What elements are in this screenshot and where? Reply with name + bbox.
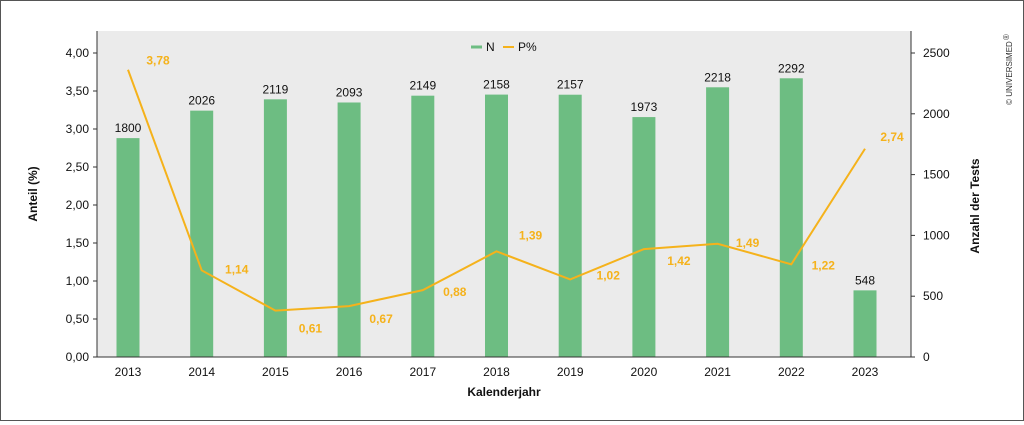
- x-tick-2020: 2020: [631, 365, 658, 379]
- bar-label-2021: 2218: [704, 70, 731, 84]
- line-label-2019: 1,02: [597, 268, 621, 282]
- left-tick-label: 0,00: [66, 350, 90, 364]
- bar-2018: [485, 95, 508, 357]
- bar-label-2017: 2149: [409, 79, 436, 93]
- x-tick-2015: 2015: [262, 365, 289, 379]
- legend-n-label: N: [486, 40, 495, 54]
- x-axis-ticks: 2013 2014 2015 2016 2017 2018 2019 2020 2021 2022…: [115, 365, 879, 379]
- bar-2014: [190, 111, 213, 357]
- x-tick-2014: 2014: [188, 365, 215, 379]
- bar-2013: [117, 138, 140, 357]
- left-tick-label: 1,50: [66, 236, 90, 250]
- bar-2023: [854, 290, 877, 357]
- line-label-2017: 0,88: [443, 285, 467, 299]
- left-tick-label: 2,50: [66, 160, 90, 174]
- left-tick-label: 3,50: [66, 84, 90, 98]
- bar-label-2023: 548: [855, 273, 875, 287]
- left-tick-label: 0,50: [66, 312, 90, 326]
- line-label-2018: 1,39: [519, 228, 543, 242]
- x-tick-2016: 2016: [336, 365, 363, 379]
- bar-2016: [338, 102, 361, 357]
- right-tick-label: 1000: [923, 228, 950, 242]
- left-tick-label: 2,00: [66, 198, 90, 212]
- bar-label-2016: 2093: [336, 85, 363, 99]
- x-tick-2019: 2019: [557, 365, 584, 379]
- line-label-2016: 0,67: [369, 312, 393, 326]
- left-tick-label: 1,00: [66, 274, 90, 288]
- x-tick-2018: 2018: [483, 365, 510, 379]
- bar-2021: [706, 87, 729, 357]
- bar-2015: [264, 99, 287, 357]
- x-tick-2017: 2017: [409, 365, 436, 379]
- x-axis-title: Kalenderjahr: [467, 385, 541, 399]
- line-label-2015: 0,61: [299, 322, 323, 336]
- left-axis-title: Anteil (%): [26, 166, 40, 221]
- left-tick-label: 4,00: [66, 46, 90, 60]
- bar-label-2014: 2026: [188, 94, 215, 108]
- copyright-text: © UNIVERSIMED: [1005, 41, 1014, 105]
- left-axis-ticks: 0,00 0,50 1,00 1,50 2,00 2,50 3,00 3,50 4,00: [66, 46, 97, 364]
- x-tick-2022: 2022: [778, 365, 805, 379]
- right-tick-label: 2000: [923, 107, 950, 121]
- copyright-notice: © UNIVERSIMED ®: [1002, 34, 1014, 105]
- bar-label-2015: 2119: [262, 82, 288, 96]
- line-label-2014: 1,14: [225, 262, 249, 276]
- line-label-2022: 1,22: [812, 258, 836, 272]
- x-tick-2013: 2013: [115, 365, 142, 379]
- x-tick-2023: 2023: [852, 365, 879, 379]
- bar-label-2019: 2157: [557, 78, 584, 92]
- bar-label-2020: 1973: [631, 100, 658, 114]
- right-axis-ticks: 0 500 1000 1500 2000 2500: [911, 46, 950, 364]
- right-tick-label: 1500: [923, 168, 950, 182]
- line-label-2021: 1,49: [736, 236, 760, 250]
- x-tick-2021: 2021: [704, 365, 731, 379]
- legend-p-label: P%: [518, 40, 537, 54]
- bar-2017: [411, 96, 434, 357]
- bar-2019: [559, 95, 582, 357]
- right-tick-label: 0: [923, 350, 930, 364]
- line-label-2020: 1,42: [667, 254, 691, 268]
- line-label-2023: 2,74: [880, 130, 904, 144]
- bar-2022: [780, 78, 803, 357]
- left-tick-label: 3,00: [66, 122, 90, 136]
- bar-2020: [632, 117, 655, 357]
- copyright-registered-mark: ®: [1002, 34, 1011, 40]
- line-label-2013: 3,78: [146, 54, 170, 68]
- right-tick-label: 2500: [923, 46, 950, 60]
- right-axis-title: Anzahl der Tests: [968, 158, 982, 253]
- bar-label-2022: 2292: [778, 61, 805, 75]
- bar-label-2018: 2158: [483, 78, 510, 92]
- bar-label-2013: 1800: [115, 121, 142, 135]
- right-tick-label: 500: [923, 289, 943, 303]
